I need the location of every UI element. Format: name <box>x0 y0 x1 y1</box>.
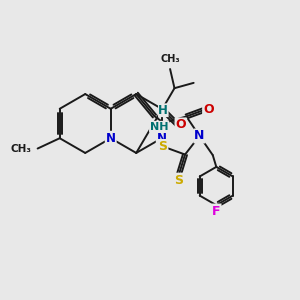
Text: F: F <box>212 205 220 218</box>
Text: CH₃: CH₃ <box>160 54 180 64</box>
Text: O: O <box>203 103 214 116</box>
Text: N: N <box>194 130 205 142</box>
Text: S: S <box>158 140 167 153</box>
Text: S: S <box>174 174 183 187</box>
Text: O: O <box>176 118 186 131</box>
Text: CH₃: CH₃ <box>10 143 31 154</box>
Text: NH: NH <box>150 122 168 132</box>
Text: N: N <box>157 132 167 145</box>
Text: N: N <box>106 132 116 145</box>
Text: H: H <box>158 104 168 117</box>
